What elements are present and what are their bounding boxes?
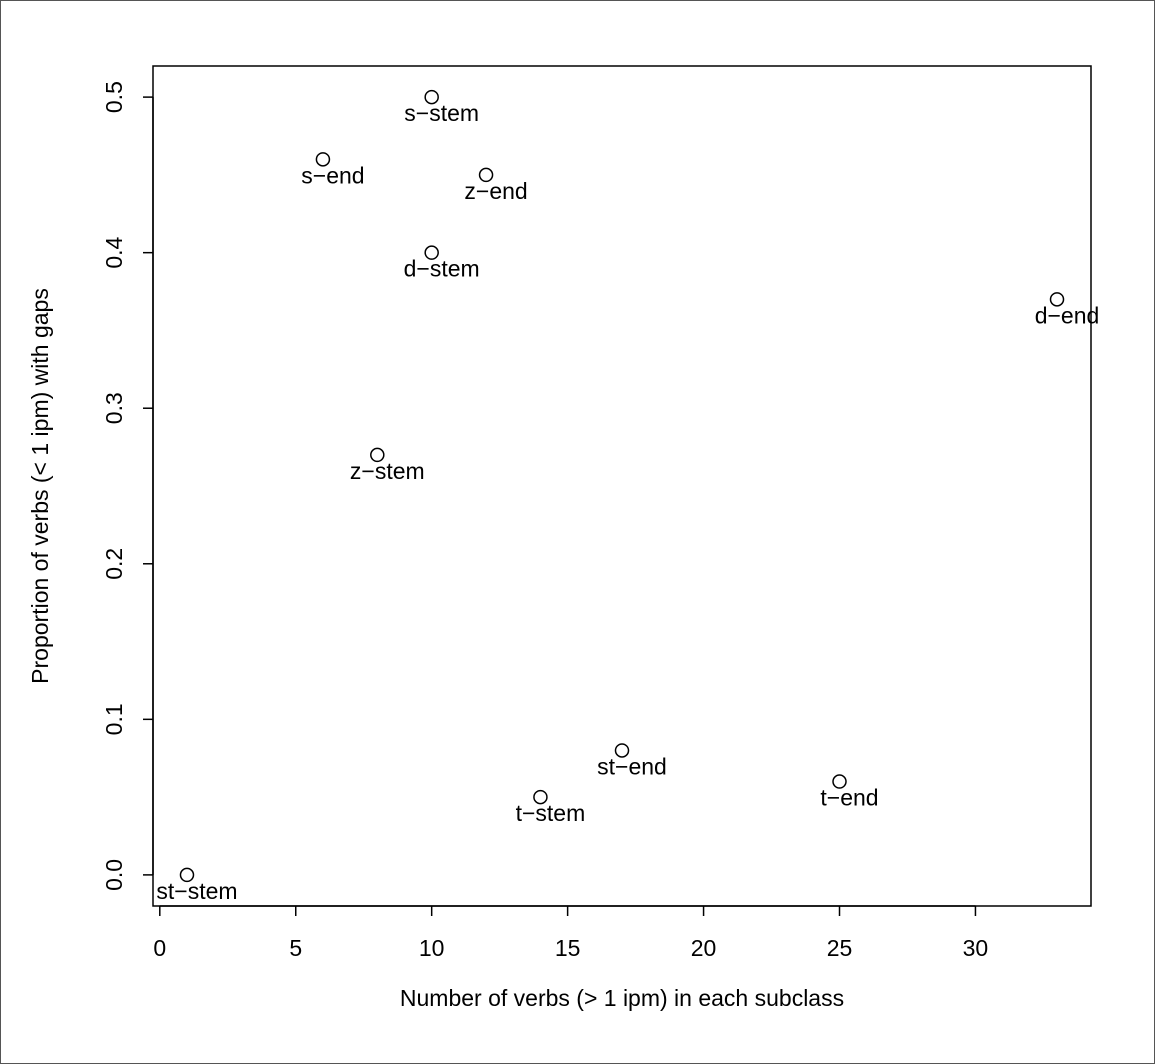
point-label: st−end xyxy=(597,753,667,779)
x-axis: 0 5 10 15 20 25 30 xyxy=(153,905,989,961)
y-tick-label: 0.0 xyxy=(101,859,127,891)
point-label: t−end xyxy=(820,785,878,811)
data-point xyxy=(179,867,195,883)
data-point xyxy=(370,447,385,463)
y-tick-label: 0.4 xyxy=(101,236,127,268)
point-label: d−end xyxy=(1035,302,1100,328)
y-tick-label: 0.3 xyxy=(101,392,127,424)
y-tick-label: 0.5 xyxy=(101,81,127,113)
point-label: s−stem xyxy=(404,100,479,126)
data-points: s−stem s−end z−end d−stem d−end z−stem st−end t… xyxy=(156,89,1100,904)
x-axis-label: Number of verbs (> 1 ipm) in each subcla… xyxy=(400,985,844,1011)
data-point xyxy=(424,89,439,105)
x-tick-label: 10 xyxy=(419,935,445,961)
y-axis-label: Proportion of verbs (< 1 ipm) with gaps xyxy=(27,288,53,684)
data-point xyxy=(533,789,548,805)
data-point xyxy=(424,245,439,260)
point-label: s−end xyxy=(301,162,364,188)
x-tick-label: 20 xyxy=(691,935,717,961)
point-label: z−end xyxy=(464,178,527,204)
y-tick-label: 0.1 xyxy=(101,703,127,735)
point-label: d−stem xyxy=(404,256,480,282)
point-label: z−stem xyxy=(350,458,425,484)
point-label: t−stem xyxy=(516,800,586,826)
data-point xyxy=(478,167,494,183)
data-point xyxy=(1049,292,1065,307)
x-tick-label: 5 xyxy=(289,935,302,961)
x-tick-label: 15 xyxy=(555,935,581,961)
plot-area xyxy=(152,65,1092,907)
y-axis: 0.0 0.1 0.2 0.3 0.4 0.5 xyxy=(101,81,154,891)
x-tick-label: 30 xyxy=(963,935,989,961)
point-label: st−stem xyxy=(156,878,237,904)
data-point xyxy=(832,774,847,789)
x-tick-label: 0 xyxy=(153,935,166,961)
data-point xyxy=(614,743,630,758)
y-tick-label: 0.2 xyxy=(101,548,127,580)
data-point xyxy=(315,152,331,167)
x-tick-label: 25 xyxy=(827,935,853,961)
